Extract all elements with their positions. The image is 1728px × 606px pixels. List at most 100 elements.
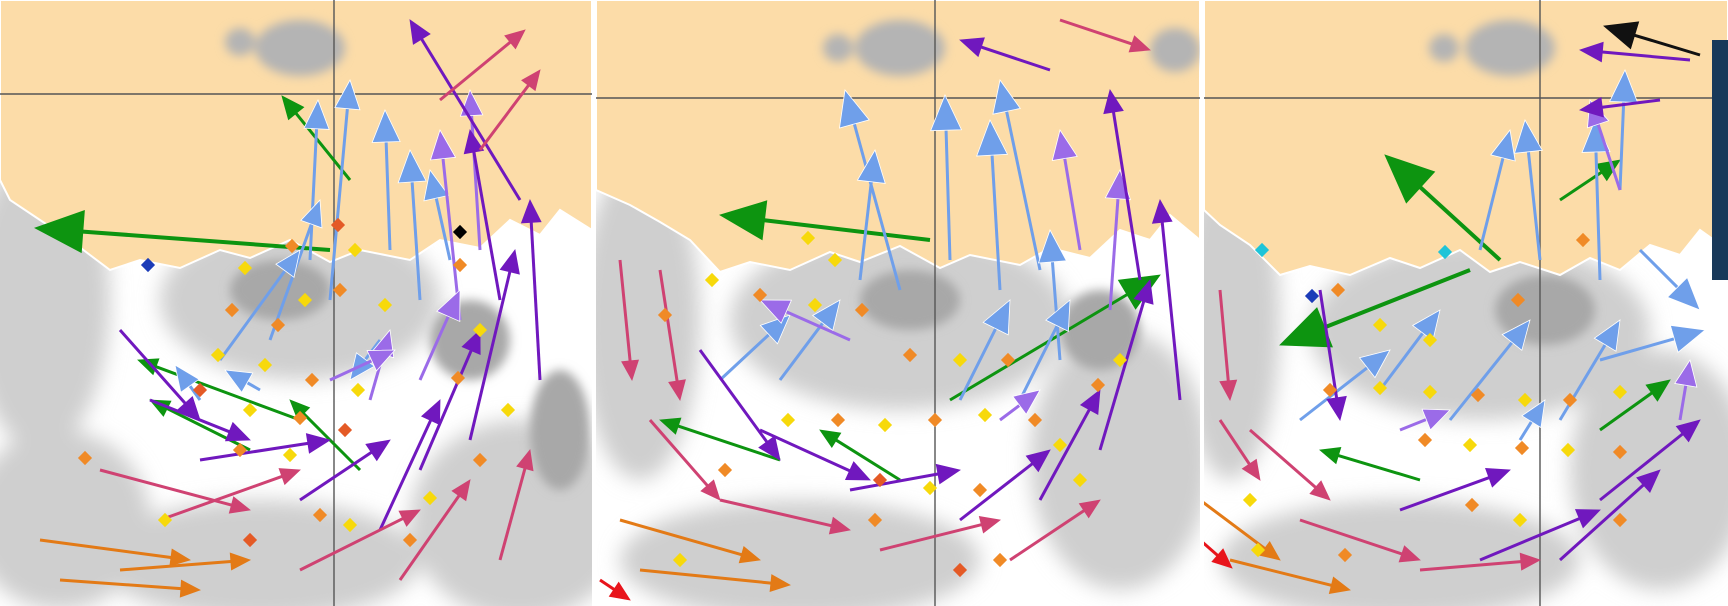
station-marker [1112, 352, 1128, 368]
wind-vector-light-blue [992, 79, 1042, 271]
wind-vector-light-blue [1378, 309, 1441, 391]
station-marker [1052, 437, 1068, 453]
wind-vector-lavender [999, 389, 1041, 422]
wind-vector-light-blue [718, 314, 791, 382]
station-marker [304, 372, 320, 388]
station-marker [1512, 512, 1528, 528]
wind-vector-light-blue [1037, 229, 1068, 361]
station-marker [1027, 412, 1043, 428]
cloud-over-land [1429, 20, 1555, 76]
station-marker [717, 462, 733, 478]
station-marker [1000, 352, 1016, 368]
station-marker [1250, 542, 1266, 558]
wind-vector-light-blue [224, 369, 261, 394]
wind-vector-light-blue [328, 79, 361, 301]
station-marker [877, 417, 893, 433]
wind-vector-purple [520, 199, 542, 381]
station-marker [192, 382, 208, 398]
station-marker [377, 297, 393, 313]
station-marker [422, 490, 438, 506]
station-marker [854, 302, 870, 318]
wind-vector-purple [1151, 199, 1182, 401]
station-marker [1437, 244, 1453, 260]
station-marker [232, 442, 248, 458]
station-marker [1254, 242, 1270, 258]
station-marker [952, 352, 968, 368]
wind-vector-purple [468, 249, 520, 441]
station-marker [312, 507, 328, 523]
station-marker [1510, 292, 1526, 308]
station-marker [337, 422, 353, 438]
wind-vector-red [599, 578, 631, 601]
station-marker [1417, 432, 1433, 448]
station-marker [992, 552, 1008, 568]
wind-vector-purple [1479, 509, 1601, 562]
station-marker [1330, 282, 1346, 298]
station-marker [157, 512, 173, 528]
station-marker [1462, 437, 1478, 453]
wind-vector-light-blue [1638, 248, 1701, 311]
station-marker [452, 224, 468, 240]
cloud-over-land [823, 20, 1200, 76]
wind-vector-purple [149, 398, 251, 442]
station-marker [1575, 232, 1591, 248]
wind-vector-light-blue [397, 149, 427, 301]
station-marker [952, 562, 968, 578]
wind-vector-lavender [1674, 359, 1698, 421]
lat-lon-grid [1204, 0, 1728, 606]
wind-vector-pink [299, 509, 421, 572]
wind-vector-orange [1204, 501, 1281, 561]
map-panel-2 [596, 0, 1200, 606]
station-marker [210, 347, 226, 363]
wind-vector-lavender [418, 289, 461, 381]
station-marker [1372, 317, 1388, 333]
station-marker [1612, 444, 1628, 460]
wind-vector-purple [199, 433, 331, 462]
wind-vector-orange [639, 568, 791, 593]
wind-vector-light-blue [839, 89, 902, 291]
wind-vector-light-blue [1599, 324, 1706, 362]
station-marker [452, 257, 468, 273]
station-marker [827, 252, 843, 268]
station-marker [330, 217, 346, 233]
land-mass [596, 0, 1200, 274]
station-marker [672, 552, 688, 568]
wind-vector-purple [118, 329, 201, 421]
wind-vector-light-blue [423, 169, 452, 261]
panel-separator [592, 0, 596, 606]
station-marker [1470, 387, 1486, 403]
wind-vector-green [719, 200, 931, 242]
wind-vector-green [659, 417, 781, 462]
station-marker [140, 257, 156, 273]
station-marker [282, 447, 298, 463]
station-marker [332, 282, 348, 298]
wind-vector-light-blue [218, 249, 301, 361]
station-marker [867, 512, 883, 528]
wind-vector-green [1384, 154, 1502, 262]
wind-vector-purple [1558, 469, 1661, 562]
wind-vector-green [289, 399, 362, 472]
wind-vector-purple [1318, 289, 1347, 421]
station-marker [752, 287, 768, 303]
wind-vector-orange [619, 518, 761, 564]
wind-vector-orange [119, 552, 251, 572]
wind-vector-pink [1299, 518, 1421, 563]
wind-vector-purple [1038, 389, 1101, 501]
wind-vector-pink [1419, 552, 1541, 572]
legend-box-edge [1712, 40, 1728, 280]
wind-vector-pink [879, 516, 1001, 552]
station-marker [1612, 384, 1628, 400]
wind-vector-light-blue [1448, 319, 1531, 421]
wind-vector-purple [409, 19, 522, 201]
station-marker [1560, 442, 1576, 458]
station-marker [347, 242, 363, 258]
station-marker [257, 357, 273, 373]
station-marker [284, 238, 300, 254]
station-marker [1337, 547, 1353, 563]
station-marker [500, 402, 516, 418]
wind-vector-pink [99, 468, 251, 514]
wind-vector-light-blue [1558, 319, 1621, 421]
wind-vector-light-blue [778, 299, 841, 381]
